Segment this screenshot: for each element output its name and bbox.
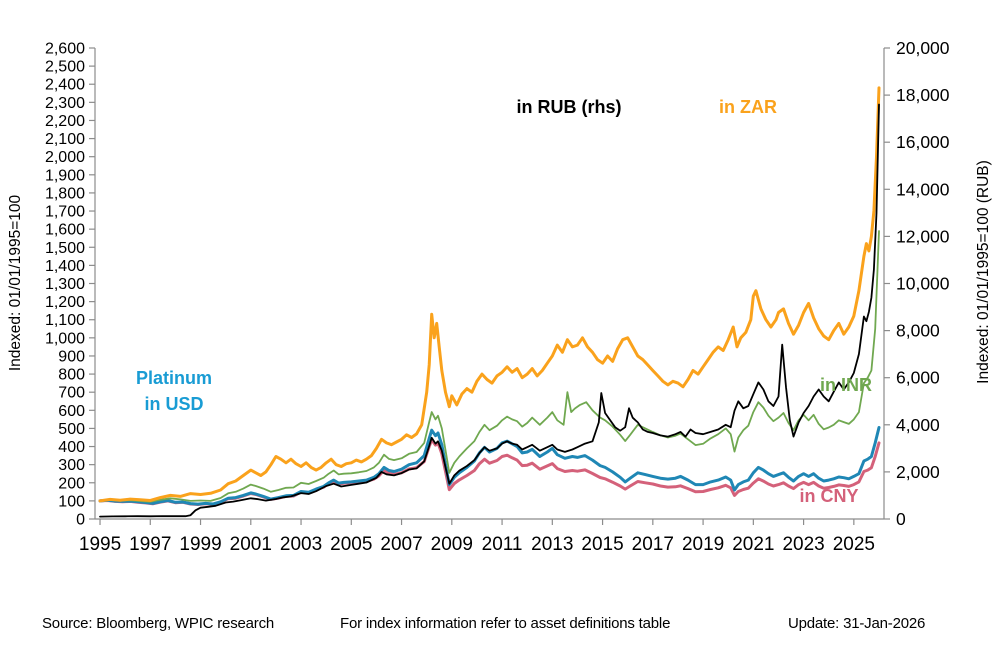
right-axis-tick-label: 14,000 xyxy=(896,179,950,199)
platinum-index-chart: 01002003004005006007008009001,0001,1001,… xyxy=(7,38,992,555)
left-axis-tick-label: 0 xyxy=(76,512,85,529)
left-axis-tick-label: 2,600 xyxy=(45,41,85,58)
left-axis-tick-label: 600 xyxy=(58,403,85,420)
right-axis-tick-label: 6,000 xyxy=(896,368,940,388)
left-axis-tick-label: 2,400 xyxy=(45,77,85,94)
footer-info: For index information refer to asset def… xyxy=(340,615,671,632)
footer-source: Source: Bloomberg, WPIC research xyxy=(42,615,275,632)
left-axis-tick-label: 500 xyxy=(58,421,85,438)
annotation-platinum-in-usd: Platinum xyxy=(136,368,212,388)
x-axis-tick-label: 1995 xyxy=(79,534,121,555)
right-axis-tick-label: 4,000 xyxy=(896,415,940,435)
annotation-in-inr: in INR xyxy=(820,375,872,395)
left-axis-tick-label: 1,300 xyxy=(45,276,85,293)
right-axis-tick-label: 8,000 xyxy=(896,321,940,341)
left-axis-tick-label: 2,300 xyxy=(45,95,85,112)
left-axis-tick-label: 2,500 xyxy=(45,59,85,76)
left-axis-tick-label: 800 xyxy=(58,367,85,384)
left-axis-title: Indexed: 01/01/1995=100 xyxy=(7,194,24,371)
left-axis-tick-label: 900 xyxy=(58,348,85,365)
x-axis-tick-label: 2007 xyxy=(380,534,422,555)
left-axis-tick-label: 300 xyxy=(58,457,85,474)
x-axis-tick-label: 2015 xyxy=(581,534,623,555)
x-axis-tick-label: 2005 xyxy=(330,534,372,555)
right-axis-tick-label: 12,000 xyxy=(896,226,950,246)
left-axis-tick-label: 1,800 xyxy=(45,185,85,202)
x-axis-tick-label: 2019 xyxy=(682,534,724,555)
left-axis-tick-label: 400 xyxy=(58,439,85,456)
x-axis-tick-label: 1997 xyxy=(129,534,171,555)
left-axis-tick-label: 1,100 xyxy=(45,312,85,329)
x-axis-tick-label: 2017 xyxy=(632,534,674,555)
x-axis-tick-label: 2025 xyxy=(833,534,875,555)
annotation-in-zar: in ZAR xyxy=(719,97,777,117)
right-axis-tick-label: 0 xyxy=(896,509,906,529)
right-axis-tick-label: 18,000 xyxy=(896,85,950,105)
annotation-in-rub-rhs: in RUB (rhs) xyxy=(517,97,622,117)
x-axis-tick-label: 2003 xyxy=(280,534,322,555)
left-axis-tick-label: 2,200 xyxy=(45,113,85,130)
x-axis-tick-label: 2023 xyxy=(782,534,824,555)
right-axis-tick-label: 10,000 xyxy=(896,274,950,294)
x-axis-tick-label: 1999 xyxy=(179,534,221,555)
left-axis-tick-label: 1,500 xyxy=(45,240,85,257)
left-axis-tick-label: 2,100 xyxy=(45,131,85,148)
left-axis-tick-label: 200 xyxy=(58,475,85,492)
x-axis-tick-label: 2021 xyxy=(732,534,774,555)
right-axis-tick-label: 2,000 xyxy=(896,462,940,482)
left-axis-tick-label: 1,000 xyxy=(45,330,85,347)
right-axis-title: Indexed: 01/01/1995=100 (RUB) xyxy=(975,160,992,384)
left-axis-tick-label: 1,900 xyxy=(45,167,85,184)
series-line-rub xyxy=(99,103,880,518)
left-axis-tick-label: 100 xyxy=(58,493,85,510)
series-line-inr xyxy=(99,230,880,503)
left-axis-tick-label: 1,600 xyxy=(45,222,85,239)
series-line-zar xyxy=(98,86,881,503)
left-axis-tick-label: 1,400 xyxy=(45,258,85,275)
x-axis-tick-label: 2013 xyxy=(531,534,573,555)
annotation-platinum-in-usd: in USD xyxy=(144,394,203,414)
right-axis-tick-label: 16,000 xyxy=(896,132,950,152)
x-axis-tick-label: 2009 xyxy=(431,534,473,555)
left-axis-tick-label: 1,200 xyxy=(45,294,85,311)
left-axis-tick-label: 700 xyxy=(58,385,85,402)
series-line-cny xyxy=(98,438,881,506)
left-axis-tick-label: 2,000 xyxy=(45,149,85,166)
right-axis-tick-label: 20,000 xyxy=(896,38,950,58)
left-axis-tick-label: 1,700 xyxy=(45,204,85,221)
x-axis-tick-label: 2011 xyxy=(482,534,523,555)
x-axis-tick-label: 2001 xyxy=(230,534,272,555)
footer-update: Update: 31-Jan-2026 xyxy=(788,615,926,632)
annotation-in-cny: in CNY xyxy=(799,486,858,506)
